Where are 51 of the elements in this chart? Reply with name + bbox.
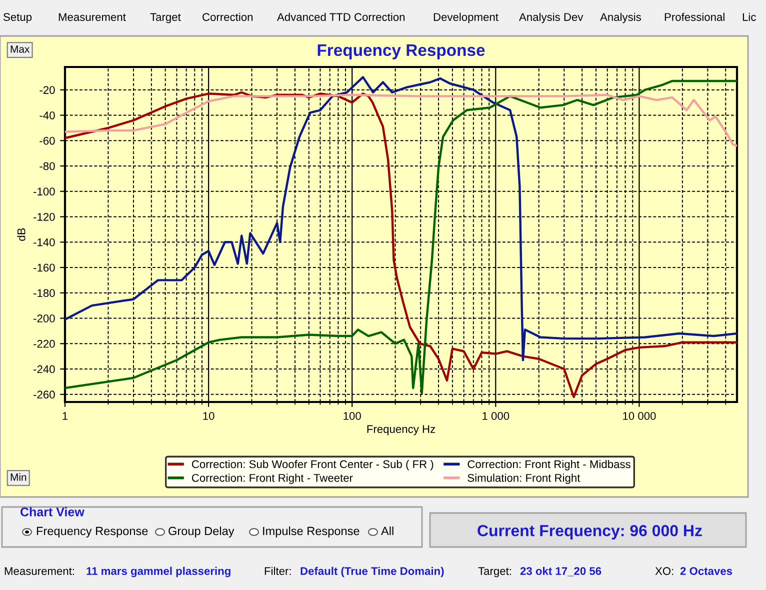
text: 23 okt 17_20 56 (520, 566, 602, 576)
legend-label: Correction: Front Right - Tweeter (192, 474, 353, 484)
text: Lic (742, 12, 756, 21)
legend-label: Correction: Sub Woofer Front Center - Sub ( FR ) (192, 460, 434, 470)
y-tick-label: -180 (34, 289, 55, 298)
x-axis-title: Frequency Hz (367, 425, 436, 436)
text: Target (150, 13, 181, 24)
text: Impulse Response (263, 526, 360, 538)
y-tick-label: -200 (34, 314, 55, 322)
legend-label: Correction: Front Right - Midbass (468, 460, 630, 470)
text: Target: (478, 567, 511, 578)
text: Max (10, 46, 30, 53)
text: Current Frequency: 96 000 Hz (478, 524, 702, 540)
text: Correction (202, 12, 253, 21)
text: Chart View (20, 507, 84, 516)
text: Setup (4, 13, 32, 24)
y-axis-title: dB (17, 228, 26, 241)
text: All (381, 526, 394, 536)
text: Advanced TTD Correction (277, 12, 405, 21)
text: Measurement (58, 13, 126, 21)
text: Analysis Dev (519, 12, 584, 24)
text: Measurement: (4, 567, 74, 575)
y-tick-label: -80 (40, 162, 55, 170)
y-tick-label: -160 (34, 264, 55, 272)
y-tick-label: -220 (34, 340, 55, 348)
x-tick-label: 1 (62, 412, 68, 420)
y-tick-label: -120 (34, 213, 55, 221)
x-tick-label: 1 000 (482, 412, 510, 420)
x-tick-label: 10 000 (623, 412, 656, 420)
chart-title: Frequency Response (318, 44, 485, 60)
text: 2 Octaves (680, 567, 732, 575)
y-tick-label: -40 (40, 111, 55, 120)
y-tick-label: -260 (34, 390, 55, 399)
text: Group Delay (168, 526, 234, 538)
text: Professional (664, 12, 724, 21)
text: Default (True Time Domain) (300, 566, 444, 578)
text: XO: (655, 567, 674, 575)
legend-label: Simulation: Front Right (468, 474, 580, 484)
y-tick-label: -140 (34, 238, 55, 246)
text: Development (434, 12, 498, 24)
text: Analysis (600, 12, 641, 24)
y-tick-label: -60 (40, 136, 55, 145)
text: Min (10, 473, 26, 481)
x-tick-label: 10 (203, 412, 214, 420)
text: Filter: (264, 566, 291, 575)
y-tick-label: -240 (34, 365, 55, 374)
text: 11 mars gammel plassering (86, 566, 230, 578)
text: Frequency Response (36, 526, 148, 538)
y-tick-label: -20 (40, 86, 55, 94)
x-tick-label: 100 (344, 412, 361, 420)
y-tick-label: -100 (34, 188, 55, 196)
